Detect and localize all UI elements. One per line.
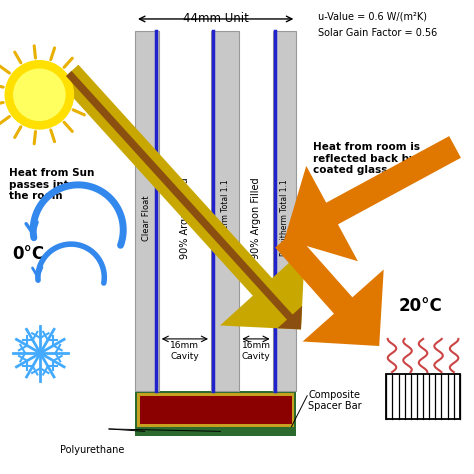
Text: 90% Argon Filled: 90% Argon Filled: [251, 177, 261, 259]
Circle shape: [5, 61, 73, 129]
Text: 44mm Unit: 44mm Unit: [183, 12, 248, 26]
Bar: [386, 374, 460, 419]
Text: 0°C: 0°C: [12, 245, 44, 263]
Circle shape: [14, 69, 65, 120]
Polygon shape: [59, 65, 305, 329]
Text: 90% Argon Filled: 90% Argon Filled: [180, 177, 190, 259]
Text: Polyurethane: Polyurethane: [60, 445, 125, 456]
Text: 20°C: 20°C: [398, 297, 442, 315]
Text: 16mm
Cavity: 16mm Cavity: [241, 341, 271, 361]
Text: Composite
Spacer Bar: Composite Spacer Bar: [308, 390, 362, 411]
Text: Clear Float: Clear Float: [143, 195, 151, 241]
Polygon shape: [275, 231, 384, 346]
Bar: [273, 31, 296, 391]
Text: Planitherm Total 1.1: Planitherm Total 1.1: [221, 180, 229, 256]
Text: 16mm
Cavity: 16mm Cavity: [170, 341, 200, 361]
Text: u-Value = 0.6 W/(m²K): u-Value = 0.6 W/(m²K): [318, 12, 427, 22]
Polygon shape: [66, 71, 302, 329]
Polygon shape: [284, 136, 461, 261]
Text: Heat from Sun
passes into
the room: Heat from Sun passes into the room: [9, 168, 95, 201]
Bar: [135, 31, 159, 391]
Text: Solar Gain Factor = 0.56: Solar Gain Factor = 0.56: [318, 28, 437, 38]
Text: Planitherm Total 1.1: Planitherm Total 1.1: [280, 180, 289, 256]
Bar: [211, 31, 239, 391]
Bar: [213, 393, 294, 427]
Bar: [137, 393, 237, 427]
Bar: [216, 396, 292, 424]
Bar: [140, 396, 235, 424]
Bar: [135, 391, 296, 436]
Text: Heat from room is
reflected back by
coated glass: Heat from room is reflected back by coat…: [313, 142, 420, 175]
